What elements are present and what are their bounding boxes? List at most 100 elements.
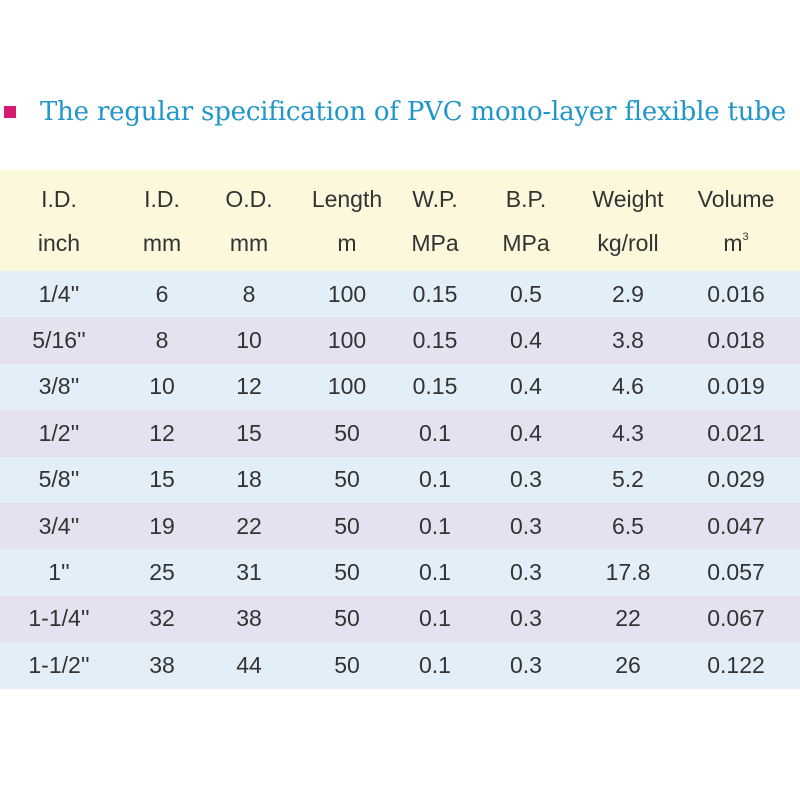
cell-volume: 0.016	[707, 280, 765, 307]
cell-od-mm: 18	[236, 466, 262, 493]
header-line1: Weight	[592, 185, 664, 212]
cell-wp: 0.15	[412, 327, 458, 354]
header-row: I.D. inch I.D. mm O.D. mm Length m W.P.	[0, 170, 800, 271]
cell-length: 100	[327, 373, 367, 400]
header-line2: mm	[142, 229, 182, 256]
cell-od-mm: 31	[236, 559, 262, 586]
cell-volume: 0.021	[707, 419, 765, 446]
cell-wp: 0.1	[419, 466, 451, 493]
cell-weight: 26	[615, 651, 641, 678]
cell-bp: 0.5	[510, 280, 542, 307]
table-body: 1/4'' 6 8 100 0.15 0.5 2.9 0.016 5/16'' 8 10 100 0.1…	[0, 271, 800, 689]
cell-wp: 0.15	[412, 373, 458, 400]
cell-id-mm: 38	[149, 651, 175, 678]
cell-bp: 0.3	[510, 605, 542, 632]
cell-volume: 0.122	[707, 651, 765, 678]
header-line2: m	[337, 229, 357, 256]
cell-id-mm: 19	[149, 512, 175, 539]
cell-bp: 0.4	[510, 373, 542, 400]
cell-volume: 0.047	[707, 512, 765, 539]
cell-bp: 0.3	[510, 651, 542, 678]
cell-volume: 0.029	[707, 466, 765, 493]
cell-id-inch: 5/8''	[38, 466, 80, 493]
cell-bp: 0.4	[510, 419, 542, 446]
cell-od-mm: 10	[236, 327, 262, 354]
specification-table: I.D. inch I.D. mm O.D. mm Length m W.P.	[0, 170, 800, 689]
cell-id-mm: 25	[149, 559, 175, 586]
header-cell-id-inch: I.D. inch	[0, 170, 118, 271]
header-line2: inch	[37, 229, 81, 256]
cell-bp: 0.3	[510, 559, 542, 586]
title-row: The regular specification of PVC mono-la…	[0, 92, 800, 132]
cell-length: 50	[334, 605, 360, 632]
header-line1: Volume	[697, 185, 775, 212]
header-line2: MPa	[411, 229, 459, 256]
cell-weight: 3.8	[612, 327, 644, 354]
cell-length: 50	[334, 512, 360, 539]
page-title: The regular specification of PVC mono-la…	[40, 97, 786, 127]
cell-length: 50	[334, 559, 360, 586]
cell-wp: 0.1	[419, 419, 451, 446]
cell-weight: 2.9	[612, 280, 644, 307]
cell-bp: 0.3	[510, 512, 542, 539]
cell-length: 50	[334, 419, 360, 446]
header-cell-od-mm: O.D. mm	[206, 170, 292, 271]
header-line1: O.D.	[225, 185, 273, 212]
header-line1: W.P.	[412, 185, 458, 212]
table-row: 1/2'' 12 15 50 0.1 0.4 4.3 0.021	[0, 410, 800, 457]
header-cell-weight: Weight kg/roll	[584, 170, 672, 271]
cell-length: 100	[327, 327, 367, 354]
cell-weight: 4.3	[612, 419, 644, 446]
cell-weight: 22	[615, 605, 641, 632]
table-row: 1-1/2'' 38 44 50 0.1 0.3 26 0.122	[0, 642, 800, 689]
volume-unit: m	[723, 229, 743, 256]
cell-id-mm: 8	[155, 327, 169, 354]
cell-id-mm: 10	[149, 373, 175, 400]
cell-id-inch: 1-1/2''	[28, 651, 90, 678]
cell-bp: 0.3	[510, 466, 542, 493]
cell-id-mm: 6	[155, 280, 169, 307]
cell-wp: 0.1	[419, 512, 451, 539]
cell-id-inch: 5/16''	[32, 327, 86, 354]
cell-bp: 0.4	[510, 327, 542, 354]
cell-od-mm: 8	[242, 280, 256, 307]
cell-volume: 0.067	[707, 605, 765, 632]
table-header: I.D. inch I.D. mm O.D. mm Length m W.P.	[0, 170, 800, 271]
cell-wp: 0.1	[419, 559, 451, 586]
cell-id-inch: 1/2''	[38, 419, 80, 446]
cell-weight: 5.2	[612, 466, 644, 493]
cell-id-mm: 15	[149, 466, 175, 493]
cell-od-mm: 44	[236, 651, 262, 678]
table-row: 1-1/4'' 32 38 50 0.1 0.3 22 0.067	[0, 595, 800, 643]
cell-volume: 0.018	[707, 327, 765, 354]
cell-weight: 4.6	[612, 373, 644, 400]
cell-od-mm: 15	[236, 419, 262, 446]
cell-id-mm: 12	[149, 419, 175, 446]
cell-volume: 0.019	[707, 373, 765, 400]
table-row: 3/8'' 10 12 100 0.15 0.4 4.6 0.019	[0, 363, 800, 411]
table-row: 1'' 25 31 50 0.1 0.3 17.8 0.057	[0, 549, 800, 596]
header-line1: I.D.	[41, 185, 77, 212]
cell-id-inch: 3/4''	[38, 512, 80, 539]
cell-id-inch: 1-1/4''	[28, 605, 90, 632]
table-row: 3/4'' 19 22 50 0.1 0.3 6.5 0.047	[0, 502, 800, 550]
header-line2: m3	[672, 221, 800, 265]
header-cell-volume: Volume m3	[672, 170, 800, 271]
cell-volume: 0.057	[707, 559, 765, 586]
volume-unit-exponent: 3	[742, 230, 749, 243]
table-row: 1/4'' 6 8 100 0.15 0.5 2.9 0.016	[0, 271, 800, 318]
header-cell-length: Length m	[292, 170, 402, 271]
cell-id-mm: 32	[149, 605, 175, 632]
cell-length: 50	[334, 651, 360, 678]
cell-id-inch: 1/4''	[38, 280, 80, 307]
header-line2: MPa	[502, 229, 550, 256]
cell-od-mm: 12	[236, 373, 262, 400]
header-line2: kg/roll	[597, 229, 659, 256]
header-cell-wp: W.P. MPa	[402, 170, 468, 271]
cell-length: 50	[334, 466, 360, 493]
cell-length: 100	[327, 280, 367, 307]
cell-od-mm: 38	[236, 605, 262, 632]
header-line1: I.D.	[144, 185, 180, 212]
cell-wp: 0.1	[419, 605, 451, 632]
